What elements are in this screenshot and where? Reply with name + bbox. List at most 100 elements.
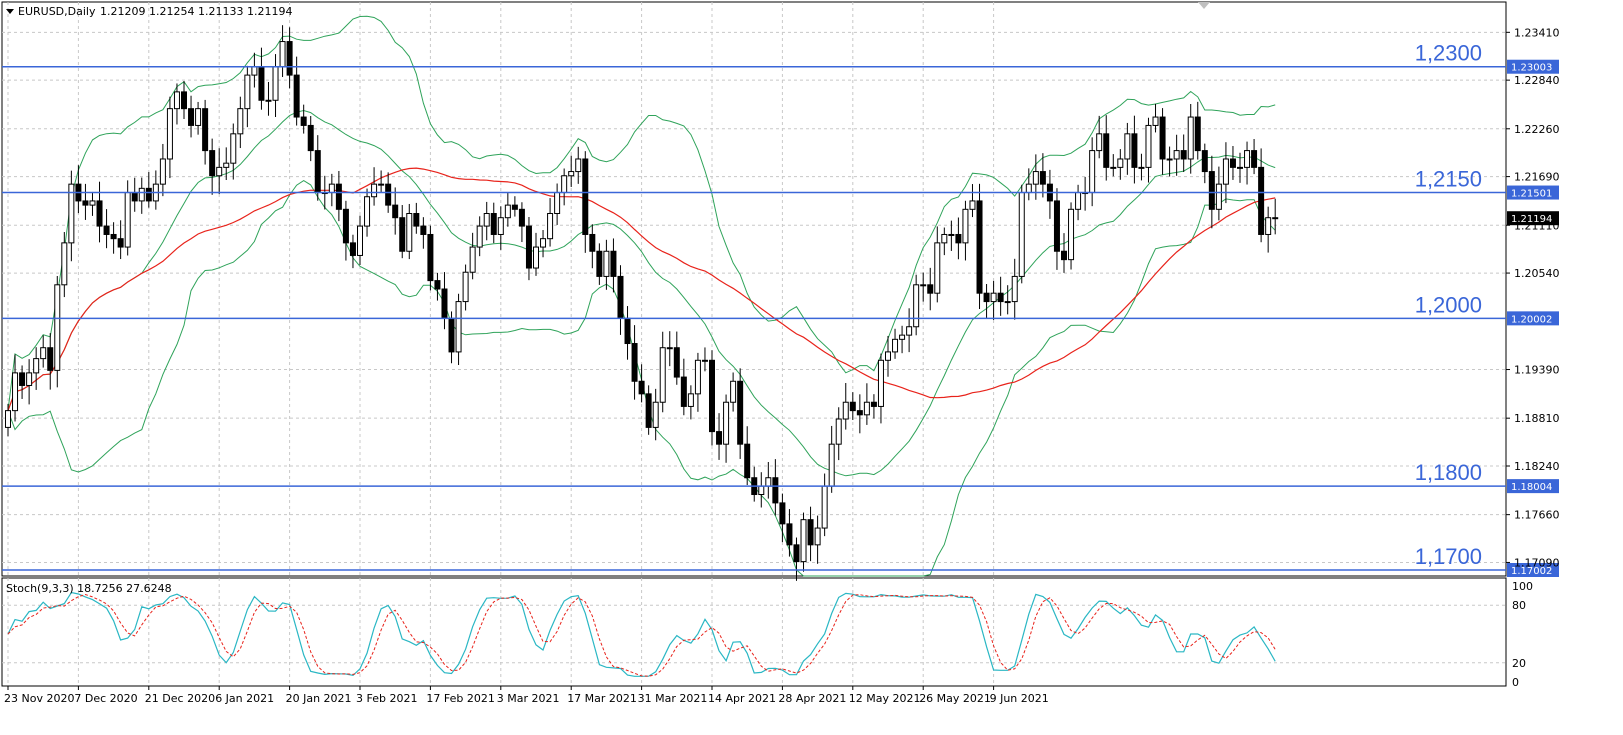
candle-body — [969, 200, 976, 210]
candle-body — [716, 431, 723, 445]
stoch-scale-label: 20 — [1512, 657, 1526, 670]
price-tick-label: 1.17090 — [1514, 556, 1560, 569]
level-price-tag — [1507, 59, 1559, 74]
candle-body — [913, 284, 920, 328]
level-price-tag — [1507, 311, 1559, 326]
candle-body — [786, 523, 793, 546]
level-label: 1,2150 — [1415, 167, 1482, 192]
candle-body — [61, 242, 68, 286]
ma-line — [7, 167, 1276, 411]
candle-body — [173, 91, 180, 110]
horizontal-levels: 1,2300 1.23003 1,2150 1.21501 1,2000 1.20002 1… — [2, 41, 1559, 577]
candle-body — [997, 292, 1004, 303]
candle-body — [1201, 150, 1208, 173]
candle-body — [835, 418, 842, 445]
candle-body — [272, 66, 279, 101]
candle-body — [1145, 124, 1152, 168]
candle-body — [561, 175, 568, 194]
candle-body — [286, 41, 293, 76]
candle-body — [877, 359, 884, 407]
candle-body — [1032, 171, 1039, 185]
candle-body — [1180, 150, 1187, 160]
level-price-tag — [1507, 479, 1559, 494]
candle-body — [596, 250, 603, 277]
candle-body — [885, 351, 891, 361]
candle-body — [265, 99, 272, 102]
candle-body — [863, 401, 870, 416]
candle-body — [1244, 150, 1251, 168]
candle-body — [54, 284, 61, 371]
level-price-tag-text: 1.23003 — [1511, 63, 1552, 74]
candle-body — [1039, 171, 1046, 185]
candle-body — [166, 108, 173, 160]
candle-body — [1117, 158, 1124, 168]
candle-body — [1272, 217, 1279, 220]
candle-body — [138, 187, 145, 202]
candle-body — [1265, 217, 1272, 235]
candle-body — [378, 183, 385, 186]
candle-body — [209, 150, 216, 177]
candle-body — [328, 183, 335, 194]
candle-body — [483, 213, 490, 227]
candle-body — [694, 359, 701, 395]
chart-shift-marker-icon[interactable] — [1198, 2, 1210, 9]
candle-body — [385, 183, 392, 206]
moving-average — [7, 167, 1276, 411]
time-tick-label: 6 Jan 2021 — [215, 692, 274, 705]
candle-body — [990, 292, 997, 303]
candle-body — [1187, 116, 1194, 160]
candle-body — [159, 158, 166, 185]
candle-body — [652, 401, 659, 428]
stochastic-label: Stoch(9,3,3) 18.7256 27.6248 — [6, 582, 172, 595]
level-label: 1,2300 — [1415, 41, 1482, 66]
candle-body — [687, 393, 694, 407]
candle-body — [1138, 166, 1145, 169]
candle-body — [103, 225, 110, 235]
candle-body — [765, 477, 772, 487]
level-label: 1,2000 — [1415, 292, 1482, 317]
candle-body — [1018, 192, 1025, 277]
candle-body — [1166, 158, 1173, 161]
candle-body — [821, 485, 828, 529]
candle-body — [441, 288, 448, 319]
stoch-scale-label: 0 — [1512, 676, 1519, 689]
time-tick-label: 9 Jun 2021 — [990, 692, 1049, 705]
candle-body — [293, 74, 300, 118]
candle-body — [413, 213, 420, 227]
candle-body — [314, 150, 321, 194]
candle-body — [955, 233, 962, 244]
candle-body — [737, 380, 744, 445]
candle-body — [941, 233, 948, 244]
candle-body — [976, 200, 983, 294]
candle-body — [448, 317, 455, 353]
stochastic-indicator: 100 80 20 0 — [2, 580, 1533, 689]
price-tick-label: 1.18810 — [1514, 412, 1560, 425]
candle-body — [1173, 150, 1180, 160]
level-price-tag-text: 1.17002 — [1511, 566, 1552, 577]
candle-body — [709, 359, 715, 433]
symbol-dropdown-icon[interactable] — [6, 9, 14, 14]
candle-body — [216, 166, 223, 177]
candle-body — [40, 347, 47, 360]
time-tick-label: 17 Mar 2021 — [567, 692, 637, 705]
symbol-label: EURUSD,Daily — [18, 5, 96, 18]
candle-body — [870, 401, 877, 407]
time-tick-label: 23 Nov 2020 — [4, 692, 74, 705]
candle-body — [680, 376, 687, 407]
candle-body — [624, 317, 631, 345]
time-tick-label: 28 Apr 2021 — [778, 692, 846, 705]
level-price-tag-text: 1.18004 — [1511, 482, 1552, 493]
candle-body — [469, 246, 476, 273]
time-tick-label: 17 Feb 2021 — [426, 692, 494, 705]
candle-body — [807, 519, 814, 546]
candle-body — [962, 208, 969, 244]
price-tick-label: 1.18240 — [1514, 460, 1560, 473]
candle-body — [800, 519, 807, 563]
candle-body — [920, 284, 927, 287]
candle-body — [117, 238, 124, 248]
candle-body — [1075, 192, 1082, 210]
time-tick-label: 12 May 2021 — [849, 692, 921, 705]
time-axis: 23 Nov 2020 7 Dec 2020 21 Dec 2020 6 Jan 20… — [4, 686, 1049, 705]
price-tick-label: 1.19390 — [1514, 364, 1560, 377]
